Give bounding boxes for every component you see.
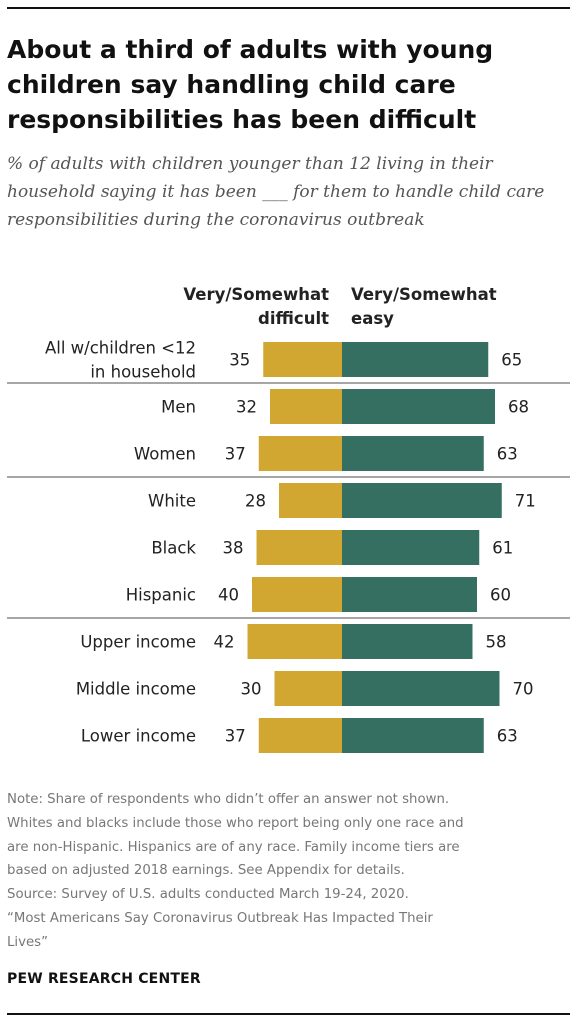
- category-label: Women: [134, 445, 196, 464]
- bar-difficult: [256, 530, 342, 565]
- value-label-difficult: 42: [214, 633, 235, 652]
- value-label-easy: 70: [513, 680, 534, 699]
- note-line: Source: Survey of U.S. adults conducted …: [7, 887, 409, 903]
- value-label-easy: 65: [501, 351, 522, 370]
- bar-easy: [342, 389, 495, 424]
- value-label-difficult: 37: [225, 445, 246, 464]
- note-line: based on adjusted 2018 earnings. See App…: [7, 863, 405, 879]
- value-label-easy: 63: [497, 727, 518, 746]
- value-label-easy: 61: [492, 539, 513, 558]
- top-rule: [7, 7, 570, 9]
- chart-subtitle: % of adults with children younger than 1…: [7, 154, 545, 230]
- note-line: Lives”: [7, 934, 48, 950]
- category-label: Upper income: [80, 633, 196, 652]
- note-line: “Most Americans Say Coronavirus Outbreak…: [7, 910, 433, 926]
- value-label-easy: 71: [515, 492, 536, 511]
- source-footer: PEW RESEARCH CENTER: [7, 971, 201, 987]
- bar-easy: [342, 671, 500, 706]
- bar-easy: [342, 342, 489, 377]
- bar-difficult: [270, 389, 342, 424]
- category-label: All w/children <12: [45, 339, 196, 358]
- legend-difficult-label: difficult: [258, 309, 329, 328]
- legend-easy-label: Very/Somewhat: [351, 285, 497, 304]
- note-line: are non-Hispanic. Hispanics are of any r…: [7, 839, 460, 855]
- value-label-easy: 60: [490, 586, 511, 605]
- category-label: in household: [90, 363, 196, 382]
- value-label-difficult: 35: [229, 351, 250, 370]
- bar-difficult: [247, 624, 342, 659]
- category-label: Middle income: [76, 680, 196, 699]
- bar-difficult: [263, 342, 342, 377]
- category-label: Lower income: [81, 727, 196, 746]
- bar-difficult: [258, 436, 342, 471]
- value-label-difficult: 28: [245, 492, 266, 511]
- note-line: Whites and blacks include those who repo…: [7, 815, 464, 831]
- chart-note: Note: Share of respondents who didn’t of…: [7, 788, 572, 955]
- diverging-bar-chart: Very/Somewhat difficult Very/Somewhat easy 3…: [7, 285, 570, 753]
- value-label-difficult: 32: [236, 398, 257, 417]
- bar-difficult: [274, 671, 342, 706]
- bar-easy: [342, 577, 477, 612]
- value-label-easy: 63: [497, 445, 518, 464]
- legend-easy-label: easy: [351, 309, 394, 328]
- chart-title: About a third of adults with young child…: [7, 35, 494, 134]
- value-label-easy: 58: [486, 633, 507, 652]
- bar-easy: [342, 530, 480, 565]
- bar-easy: [342, 436, 484, 471]
- category-label: Black: [151, 539, 196, 558]
- bar-difficult: [258, 718, 342, 753]
- legend-difficult-label: Very/Somewhat: [183, 285, 329, 304]
- note-line: Note: Share of respondents who didn’t of…: [7, 792, 450, 807]
- bar-easy: [342, 718, 484, 753]
- bar-easy: [342, 624, 473, 659]
- bar-difficult: [252, 577, 342, 612]
- bar-easy: [342, 483, 502, 518]
- value-label-difficult: 40: [218, 586, 239, 605]
- value-label-difficult: 30: [241, 680, 262, 699]
- value-label-difficult: 38: [223, 539, 244, 558]
- category-label: Hispanic: [126, 586, 196, 605]
- category-label: White: [148, 492, 196, 511]
- value-label-easy: 68: [508, 398, 529, 417]
- value-label-difficult: 37: [225, 727, 246, 746]
- bottom-rule: [7, 1013, 570, 1015]
- category-label: Men: [161, 398, 196, 417]
- bar-difficult: [279, 483, 342, 518]
